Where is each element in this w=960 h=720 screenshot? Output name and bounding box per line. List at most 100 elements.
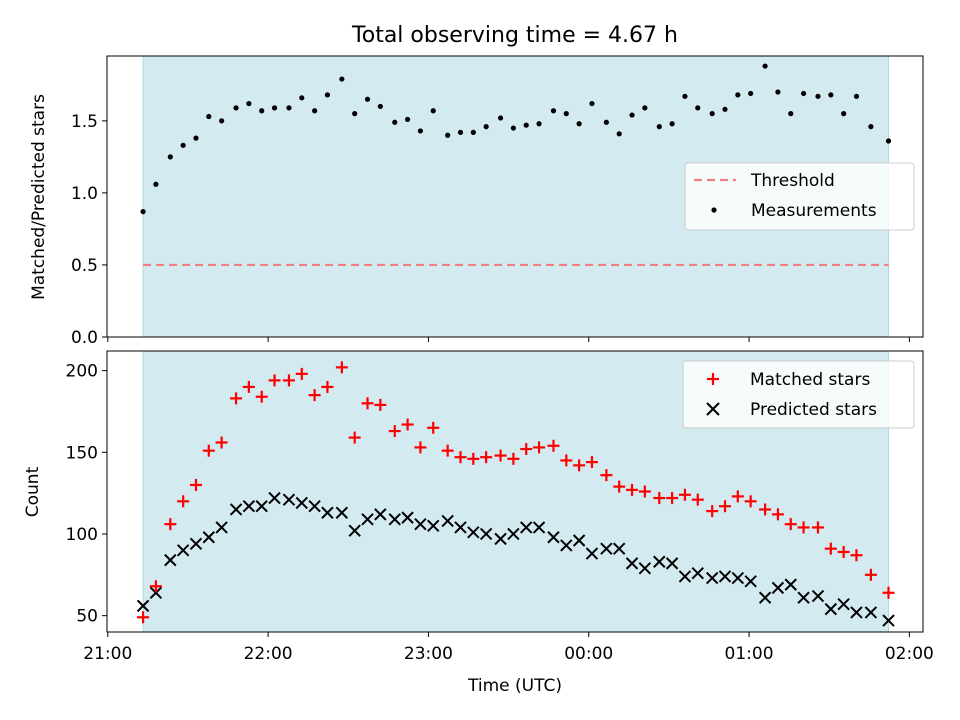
predicted-star-point (164, 553, 177, 567)
predicted-star-point (308, 499, 321, 513)
measurement-point (642, 105, 648, 111)
matched-star-point (507, 452, 520, 465)
matched-star-point (361, 397, 374, 410)
x-tick-label: 22:00 (244, 644, 293, 664)
matched-star-point (731, 490, 744, 503)
measurement-point (748, 90, 754, 97)
top-y-axis-label: Matched/Predicted stars (29, 94, 49, 300)
x-tick-label: 01:00 (725, 644, 774, 664)
matched-star-point (427, 421, 440, 434)
top-legend-box (684, 162, 915, 231)
measurement-point (246, 100, 252, 107)
measurement-point (536, 121, 542, 127)
measurement-point (629, 112, 635, 118)
predicted-star-point (348, 524, 361, 537)
measurement-point (271, 105, 278, 111)
top-axes-frame (106, 55, 924, 338)
matched-star-point (242, 380, 255, 393)
matched-star-point (744, 495, 757, 508)
bottom-legend: Matched stars Predicted stars (682, 360, 915, 429)
measurement-point (735, 92, 741, 98)
predicted-star-point (295, 496, 308, 510)
x-tick-label: 21:00 (83, 644, 132, 664)
predicted-star-point (797, 591, 810, 604)
matched-star-point (811, 521, 824, 534)
matched-star-point (706, 505, 719, 518)
matched-star-point (388, 425, 401, 438)
chart-title: Total observing time = 4.67 h (351, 23, 678, 48)
matched-star-point (850, 549, 863, 562)
measurement-points (140, 63, 892, 215)
matched-star-point (797, 521, 810, 534)
measurement-point (775, 89, 781, 95)
legend-measurements-swatch (711, 207, 717, 213)
measurement-point (800, 90, 807, 97)
matched-star-point (149, 580, 162, 593)
y-tick-label: 150 (66, 443, 98, 463)
predicted-star-point (202, 531, 216, 544)
measurement-point (510, 125, 516, 131)
top-legend: Threshold Measurements (684, 162, 915, 231)
legend-matched-label: Matched stars (750, 370, 870, 390)
matched-star-point (441, 444, 454, 457)
y-tick-label: 100 (66, 525, 98, 545)
predicted-star-point (335, 506, 349, 519)
count-points (136, 361, 895, 627)
predicted-star-point (560, 539, 573, 552)
y-tick-label: 0.0 (71, 328, 98, 348)
matched-star-point (374, 398, 387, 411)
measurement-point (324, 92, 331, 98)
measurement-point (417, 128, 424, 134)
predicted-star-point (507, 527, 520, 541)
bottom-panel: 50 100 150 200 21:00 22:00 23:00 00:00 01:00 02:… (23, 350, 934, 696)
predicted-star-point (638, 562, 652, 575)
measurement-point (656, 124, 662, 130)
predicted-star-point (454, 521, 467, 534)
measurement-point (853, 93, 860, 99)
predicted-star-point (758, 591, 772, 604)
matched-star-point (401, 418, 414, 431)
matched-star-point (547, 439, 560, 452)
legend-matched-swatch (707, 373, 719, 385)
predicted-star-point (811, 589, 825, 603)
matched-star-point (882, 586, 895, 599)
predicted-star-point (268, 491, 281, 505)
matched-star-point (321, 380, 334, 393)
legend-predicted-label: Predicted stars (750, 400, 877, 420)
measurement-point (815, 93, 821, 99)
measurement-point (483, 124, 489, 130)
measurement-point (445, 132, 451, 138)
matched-star-point (255, 390, 268, 403)
predicted-star-point (744, 575, 757, 588)
matched-star-point (295, 367, 308, 380)
predicted-star-point (149, 586, 163, 599)
matched-star-point (202, 444, 215, 457)
matched-star-point (666, 492, 679, 505)
predicted-star-point (427, 519, 440, 533)
predicted-star-point (176, 544, 190, 557)
measurement-point (286, 105, 292, 111)
x-tick-label: 02:00 (885, 644, 934, 664)
predicted-star-point (321, 506, 334, 519)
measurement-point (312, 108, 318, 114)
legend-predicted-swatch (706, 402, 720, 416)
matched-star-point (533, 441, 546, 454)
predicted-star-point (282, 493, 296, 506)
predicted-star-point (600, 542, 613, 555)
predicted-star-point (850, 606, 863, 619)
measurement-point (523, 122, 529, 128)
bottom-y-axis-label: Count (23, 466, 43, 517)
measurement-point (576, 121, 582, 127)
measurement-point (206, 113, 212, 120)
predicted-star-point (864, 606, 878, 619)
measurement-point (695, 105, 701, 111)
measurement-point (788, 111, 794, 117)
predicted-star-point (467, 526, 480, 539)
predicted-star-point (705, 571, 719, 585)
measurement-point (722, 106, 728, 112)
predicted-star-point (731, 571, 745, 585)
measurement-point (457, 129, 464, 135)
predicted-star-point (585, 547, 599, 560)
matched-star-point (719, 500, 732, 513)
